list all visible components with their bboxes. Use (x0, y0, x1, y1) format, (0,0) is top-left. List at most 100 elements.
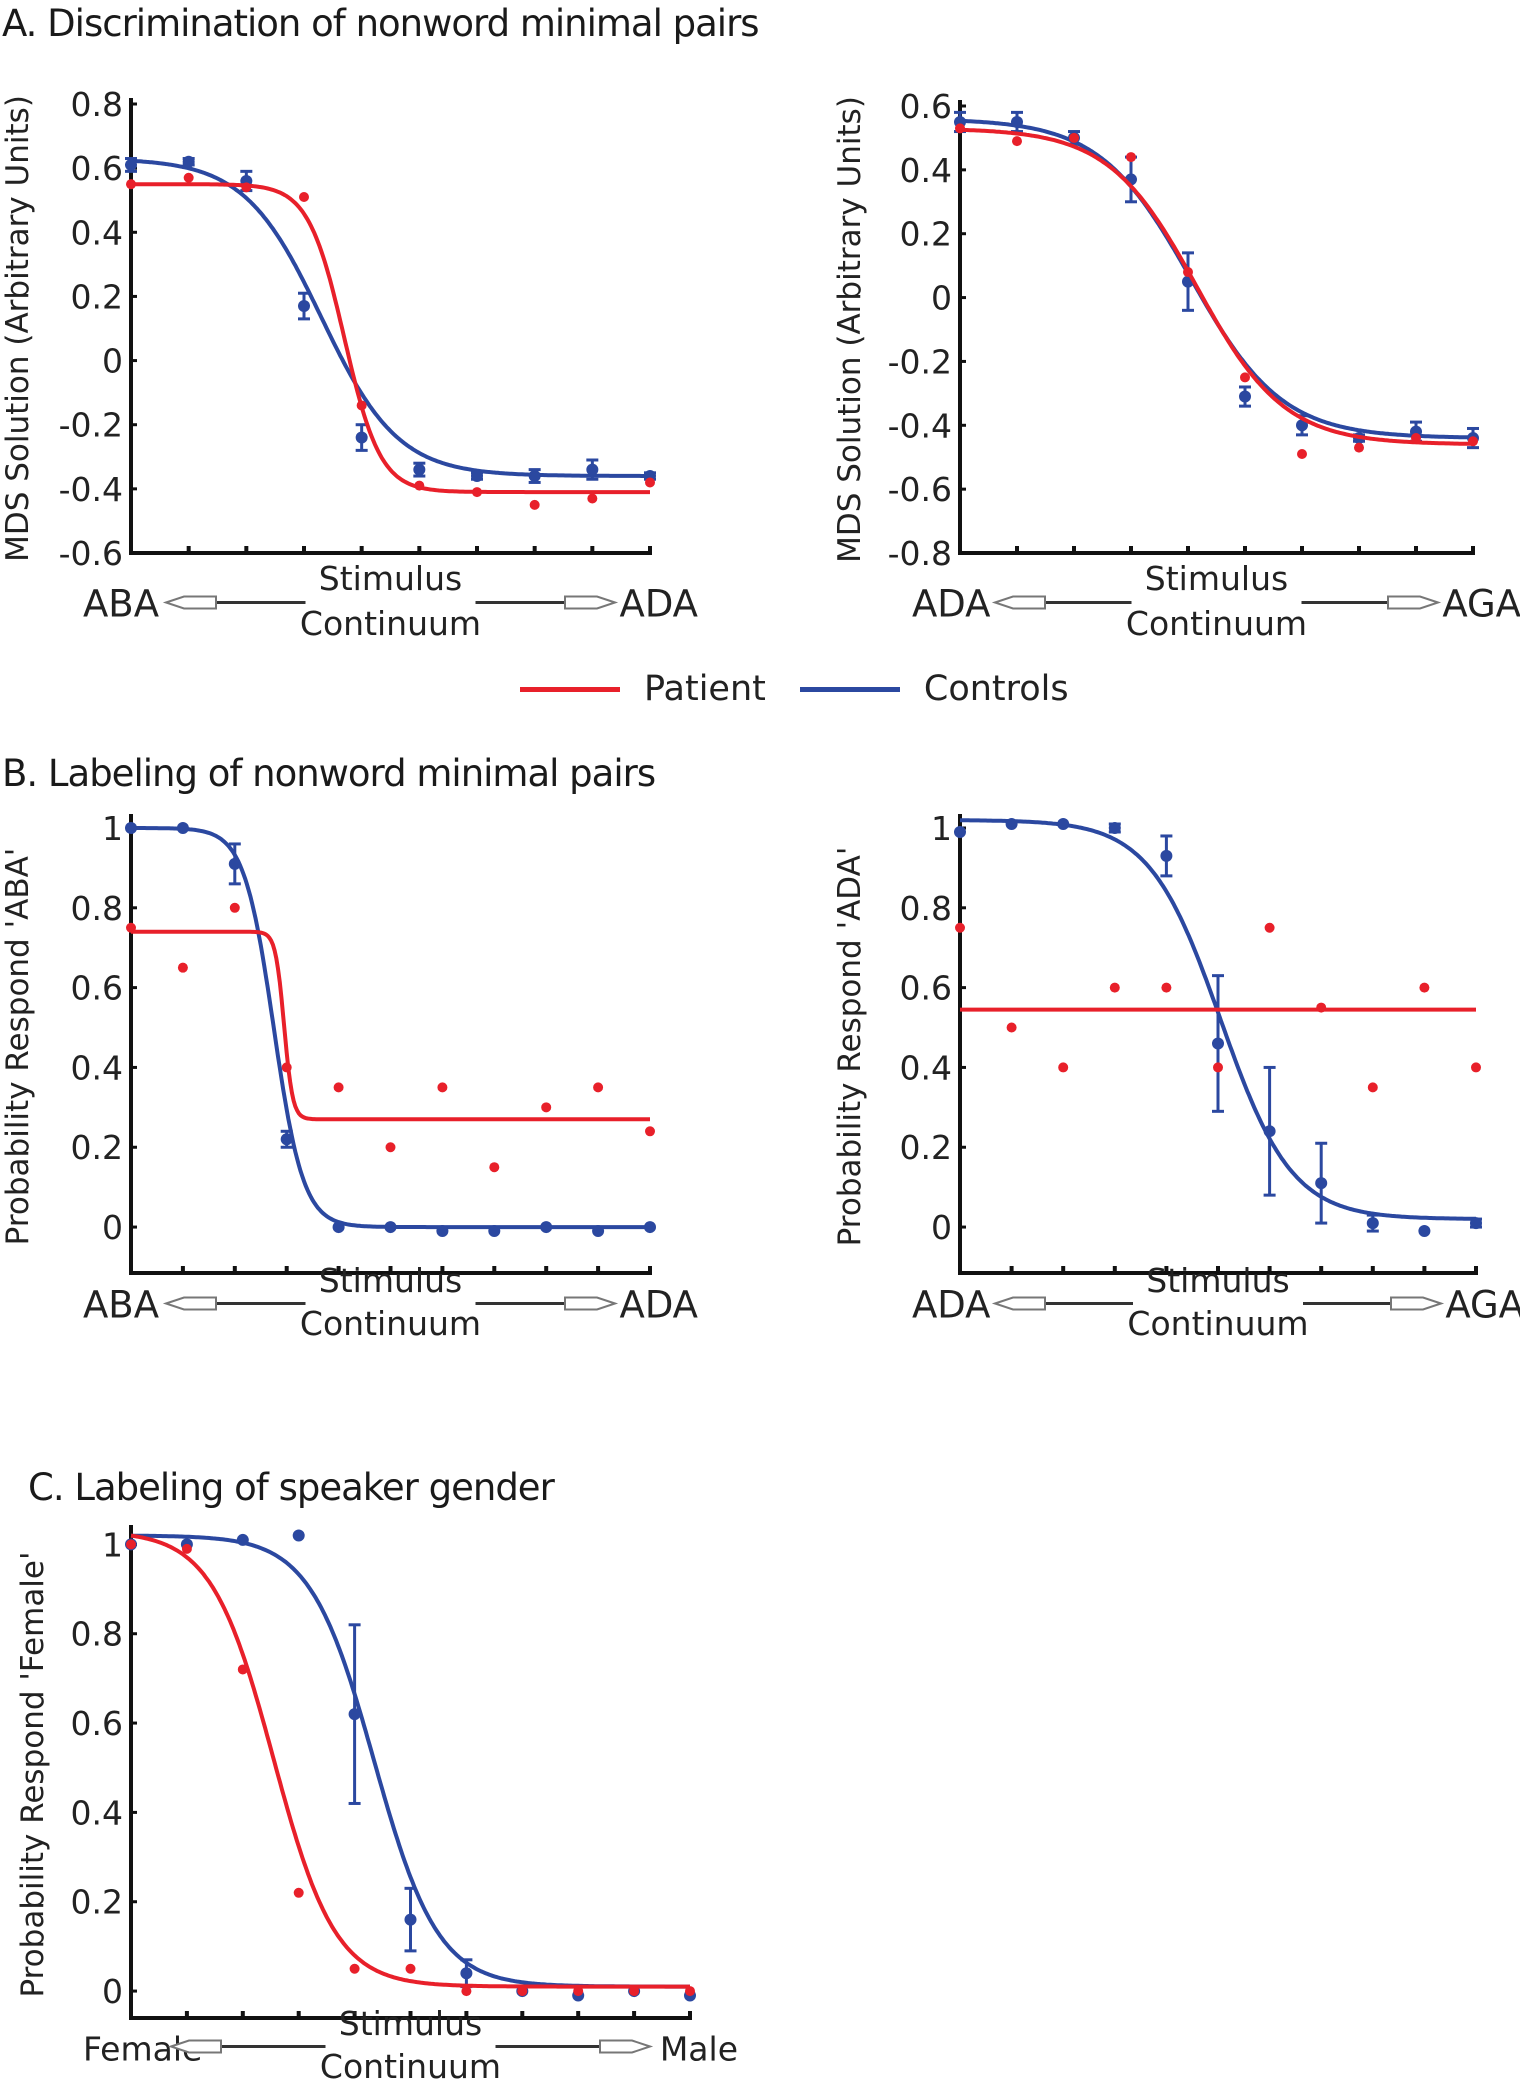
data-point-controls (1263, 1125, 1276, 1138)
chart-a-left: -0.6 -0.4 -0.2 0 0.2 0.4 0.6 0.8 MDS Solution (A… (0, 85, 698, 643)
fit-curve-patient (131, 929, 650, 1122)
data-point-patient (541, 1102, 552, 1113)
section-title-c: C. Labeling of speaker gender (28, 1466, 555, 1509)
arrow-right-icon (1390, 1296, 1445, 1311)
data-point-patient (629, 1986, 640, 1997)
data-point-patient (333, 1082, 344, 1093)
data-point-controls (1057, 817, 1070, 830)
y-tick-label: 1 (102, 1525, 123, 1564)
data-point-controls (1011, 115, 1023, 128)
data-point-controls (954, 825, 966, 838)
y-tick-label: -0.4 (888, 406, 952, 445)
arrow-left-icon (991, 1296, 1046, 1311)
y-tick-label: 0 (931, 279, 952, 318)
data-point-patient (1183, 267, 1193, 278)
y-tick-label: 0.2 (900, 1128, 952, 1167)
data-point-patient (356, 400, 367, 411)
fit-curve-patient (130, 1533, 690, 1989)
fit-curve-patient (960, 127, 1474, 446)
data-point-controls (436, 1225, 449, 1238)
fit-curve-controls (131, 826, 650, 1230)
legend-swatch-patient (520, 686, 620, 692)
data-point-controls (460, 1967, 473, 1980)
data-point-patient (1126, 152, 1136, 163)
data-point-patient (1367, 1082, 1378, 1093)
data-point-controls (1366, 1217, 1379, 1230)
data-point-patient (645, 1126, 655, 1137)
y-tick-label: 0.4 (71, 213, 123, 252)
arrow-left-icon (162, 595, 217, 610)
x-axis-label-line1: Stimulus (1145, 559, 1288, 598)
y-tick-label: 0.8 (71, 85, 123, 124)
y-tick-label: 0.4 (71, 1048, 123, 1087)
y-tick-label: -0.6 (59, 534, 123, 573)
data-point-patient (1240, 372, 1250, 383)
x-axis-label-line2: Continuum (1126, 604, 1307, 643)
y-tick-label: 0 (102, 1208, 123, 1247)
y-axis-label: MDS Solution (Arbitrary Units) (0, 95, 36, 562)
y-axis-label: Probability Respond 'ABA' (0, 848, 36, 1246)
data-point-controls (404, 1913, 417, 1926)
data-point-controls (471, 470, 483, 483)
data-point-controls (413, 463, 426, 476)
data-point-patient (1297, 449, 1307, 460)
section-title-b: B. Labeling of nonword minimal pairs (2, 752, 656, 795)
data-point-controls (1005, 817, 1018, 830)
data-point-controls (644, 1221, 656, 1234)
y-tick-label: -0.2 (888, 342, 952, 381)
data-point-controls (228, 857, 241, 870)
data-point-controls (586, 463, 599, 476)
data-point-patient (1471, 1062, 1481, 1073)
data-point-patient (1058, 1062, 1069, 1073)
legend: Patient Controls (520, 664, 1069, 714)
y-tick-label: -0.6 (888, 470, 952, 509)
arrow-right-icon (564, 595, 619, 610)
data-point-controls (125, 158, 137, 171)
legend-label-patient: Patient (644, 669, 766, 709)
data-point-controls (488, 1225, 501, 1238)
y-tick-label: 0.6 (71, 969, 123, 1008)
data-point-patient (349, 1963, 360, 1974)
data-point-patient (126, 1539, 136, 1550)
y-tick-label: 0.6 (900, 969, 952, 1008)
x-axis-right-label: ADA (620, 1284, 698, 1327)
x-axis-left-label: ADA (912, 1284, 990, 1327)
arrow-right-icon (599, 2039, 654, 2054)
chart-b-right: 0 0.2 0.4 0.6 0.8 1 Probability Respond 'ADA' S… (832, 809, 1520, 1343)
data-point-controls (592, 1225, 605, 1238)
x-axis-right-label: Male (660, 2030, 738, 2069)
legend-item-controls: Controls (799, 669, 1069, 709)
data-point-controls (540, 1221, 553, 1234)
data-point-patient (181, 1543, 192, 1554)
data-point-patient (489, 1162, 500, 1173)
data-point-patient (685, 1986, 695, 1997)
data-point-patient (593, 1082, 604, 1093)
data-point-controls (298, 300, 310, 313)
data-point-patient (1213, 1062, 1223, 1073)
data-point-patient (1316, 1002, 1327, 1013)
legend-item-patient: Patient (520, 669, 766, 709)
y-tick-label: -0.4 (59, 470, 123, 509)
data-point-patient (229, 902, 240, 913)
y-tick-label: 0.2 (71, 277, 123, 316)
data-point-patient (299, 192, 309, 203)
chart-a-right: -0.8 -0.6 -0.4 -0.2 0 0.2 0.4 0.6 MDS Solution (… (832, 87, 1520, 643)
data-point-patient (1354, 442, 1364, 453)
x-axis-left-label: ABA (83, 583, 159, 626)
data-point-controls (1108, 821, 1121, 834)
data-point-patient (529, 499, 540, 510)
x-axis-label-line1: Stimulus (339, 2004, 482, 2043)
data-point-controls (1160, 849, 1173, 862)
data-point-controls (182, 155, 195, 168)
x-axis-label-line2: Continuum (1127, 1304, 1308, 1343)
data-point-patient (461, 1986, 472, 1997)
data-point-patient (293, 1887, 304, 1898)
data-point-controls (355, 431, 368, 444)
y-tick-label: 0.4 (900, 151, 952, 190)
data-point-patient (126, 179, 136, 190)
chart-b-left: 0 0.2 0.4 0.6 0.8 1 Probability Respond 'ABA' S… (0, 809, 698, 1343)
data-point-patient (1012, 136, 1022, 147)
y-tick-label: 1 (102, 809, 123, 848)
y-tick-label: 0 (102, 1972, 123, 2011)
data-point-patient (1411, 433, 1421, 444)
